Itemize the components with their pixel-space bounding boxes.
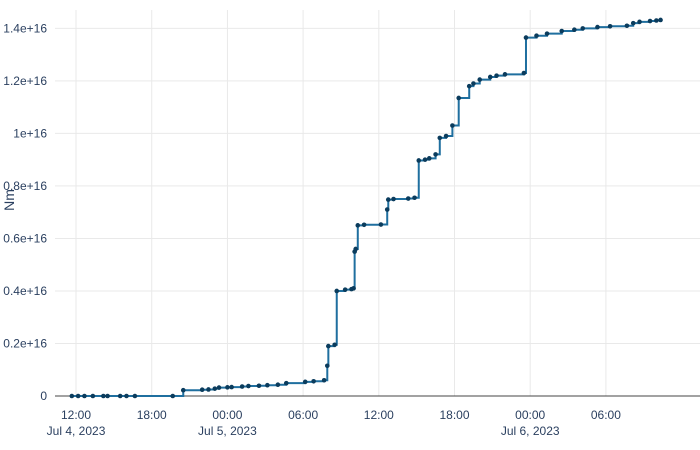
x-tick-time-label: 00:00 xyxy=(515,408,545,422)
data-point-marker xyxy=(105,393,110,399)
data-point-marker xyxy=(355,223,361,228)
data-point-marker xyxy=(502,72,508,77)
data-point-marker xyxy=(117,393,123,399)
data-point-marker xyxy=(580,26,586,31)
data-point-marker xyxy=(559,28,565,34)
data-point-marker xyxy=(334,288,340,294)
data-point-marker xyxy=(405,196,411,201)
x-tick-time-label: 00:00 xyxy=(212,408,242,422)
data-point-marker xyxy=(422,157,428,162)
data-point-marker xyxy=(456,95,462,101)
x-tick-date-label: Jul 5, 2023 xyxy=(198,424,257,438)
data-point-marker xyxy=(607,23,613,29)
data-point-marker xyxy=(437,135,443,141)
data-point-marker xyxy=(124,393,129,399)
data-point-marker xyxy=(412,195,417,201)
data-point-marker xyxy=(332,342,337,348)
x-tick-time-label: 18:00 xyxy=(137,408,167,422)
data-point-marker xyxy=(426,156,432,161)
data-point-marker xyxy=(101,393,106,399)
data-point-marker xyxy=(494,73,499,78)
data-point-marker xyxy=(416,158,422,163)
y-axis-title: Nm xyxy=(1,189,17,211)
data-point-marker xyxy=(521,70,527,76)
x-tick-time-label: 06:00 xyxy=(288,408,318,422)
data-point-marker xyxy=(342,287,348,292)
data-point-marker xyxy=(69,393,75,399)
data-point-marker xyxy=(361,222,367,228)
data-point-marker xyxy=(378,222,384,227)
data-point-marker xyxy=(321,377,327,383)
y-tick-label: 0.6e+16 xyxy=(3,231,47,245)
data-point-marker xyxy=(624,23,630,29)
data-point-marker xyxy=(275,382,281,388)
data-point-marker xyxy=(256,383,262,389)
gridlines xyxy=(55,10,700,396)
data-point-marker xyxy=(523,35,529,40)
data-point-marker xyxy=(212,386,218,391)
x-tick-date-label: Jul 6, 2023 xyxy=(501,424,560,438)
data-point-marker xyxy=(132,393,138,399)
data-point-marker xyxy=(654,18,659,23)
data-point-marker xyxy=(450,123,455,128)
data-point-marker xyxy=(385,197,391,202)
data-point-marker xyxy=(180,387,186,393)
data-point-marker xyxy=(302,379,308,385)
data-point-marker xyxy=(572,27,577,32)
series-layer xyxy=(69,17,663,399)
data-point-marker xyxy=(206,387,211,392)
data-point-marker xyxy=(82,393,87,399)
data-point-marker xyxy=(265,382,270,388)
y-tick-label: 1.4e+16 xyxy=(3,21,47,35)
x-tick-time-label: 18:00 xyxy=(439,408,469,422)
y-tick-label: 1e+16 xyxy=(13,126,47,140)
data-point-marker xyxy=(544,31,550,36)
data-point-marker xyxy=(353,246,358,252)
y-tick-label: 0.8e+16 xyxy=(3,179,47,193)
x-tick-time-label: 12:00 xyxy=(61,408,91,422)
y-tick-label: 0 xyxy=(40,389,47,403)
data-point-marker xyxy=(391,196,396,202)
data-point-marker xyxy=(225,385,230,390)
data-point-marker xyxy=(433,152,438,157)
data-point-marker xyxy=(647,18,653,24)
x-tick-time-label: 12:00 xyxy=(364,408,394,422)
data-point-marker xyxy=(75,393,81,399)
y-tick-label: 0.4e+16 xyxy=(3,284,47,298)
x-tick-date-label: Jul 4, 2023 xyxy=(47,424,106,438)
data-point-marker xyxy=(170,393,176,399)
series-step-line xyxy=(71,19,662,397)
data-point-marker xyxy=(199,387,205,393)
tick-labels: 0 0.2e+16 0.4e+16 0.6e+16 0.8e+16 1e+16 1.2e+1… xyxy=(3,21,621,438)
data-point-marker xyxy=(658,17,663,23)
data-point-marker xyxy=(443,133,449,139)
data-point-marker xyxy=(351,286,356,291)
data-point-marker xyxy=(637,19,642,25)
data-point-marker xyxy=(311,379,316,384)
data-point-marker xyxy=(90,393,96,399)
data-point-marker xyxy=(216,385,222,390)
data-point-marker xyxy=(466,83,472,89)
data-point-marker xyxy=(324,363,330,369)
data-point-marker xyxy=(384,207,390,212)
y-tick-label: 0.2e+16 xyxy=(3,336,47,350)
y-tick-label: 1.2e+16 xyxy=(3,74,47,88)
data-point-marker xyxy=(595,24,600,30)
data-point-marker xyxy=(471,81,476,86)
data-point-marker xyxy=(229,384,234,390)
data-point-marker xyxy=(239,384,245,389)
data-point-marker xyxy=(487,74,493,80)
data-point-marker xyxy=(326,343,331,349)
x-tick-time-label: 06:00 xyxy=(591,408,621,422)
data-point-marker xyxy=(477,77,483,82)
data-point-marker xyxy=(534,33,539,39)
data-point-marker xyxy=(283,380,289,386)
data-point-marker xyxy=(630,20,636,26)
data-point-marker xyxy=(246,383,251,389)
